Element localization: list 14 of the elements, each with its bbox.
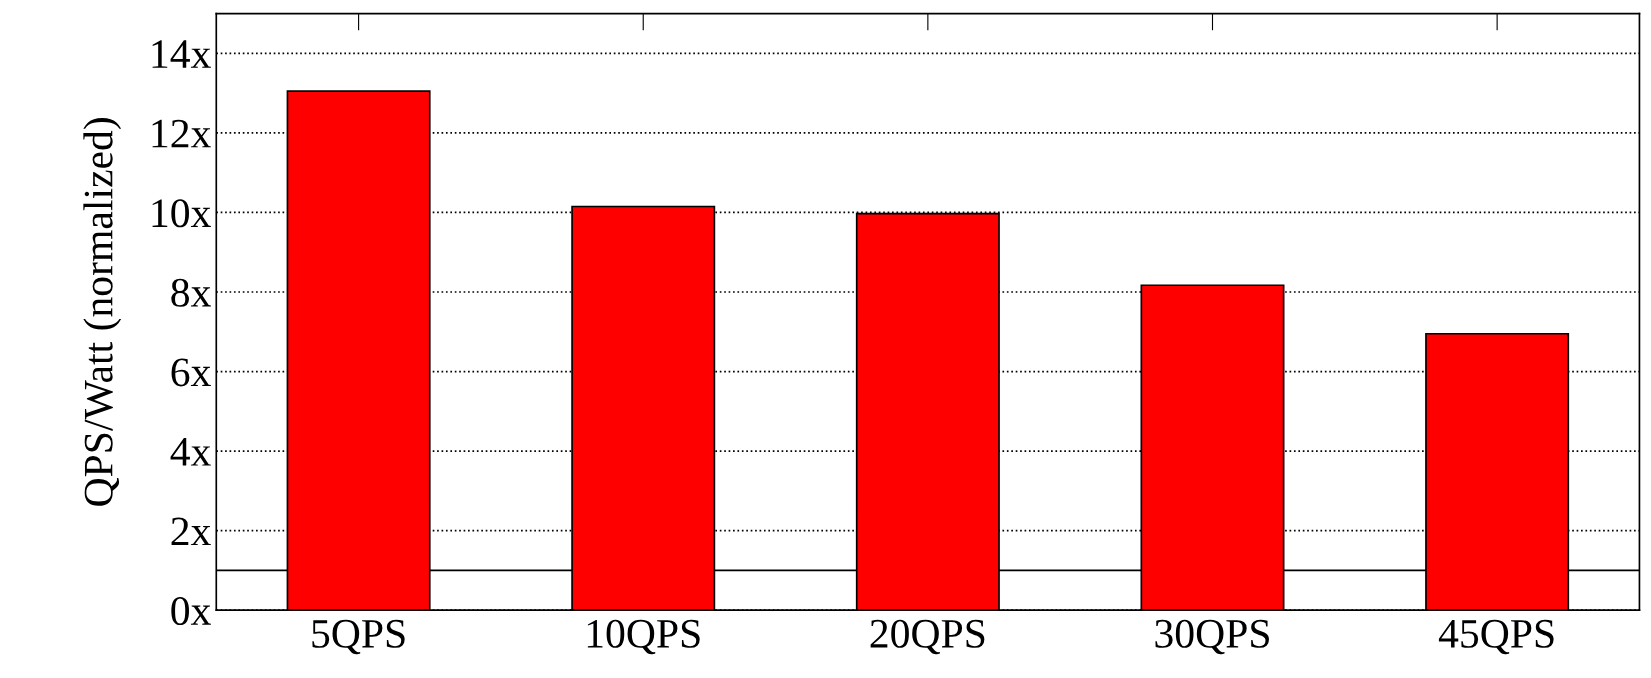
y-tick-label: 8x (171, 278, 211, 307)
x-tick-label: 5QPS (312, 619, 405, 655)
y-tick-label: 2x (171, 517, 211, 546)
y-tick-label: 6x (171, 358, 211, 387)
y-tick-label: 4x (170, 438, 211, 466)
x-tick-label: 10QPS (587, 619, 700, 655)
y-tick-label: 12x (152, 119, 211, 148)
x-tick-label: 20QPS (870, 619, 985, 655)
x-tick-label: 30QPS (1155, 619, 1269, 655)
x-tick-label: 45QPS (1438, 619, 1554, 655)
y-tick-label: 10x (152, 199, 211, 228)
y-tick-label: 0x (171, 596, 211, 626)
y-tick-label: 14x (152, 40, 211, 68)
y-axis-title: QPS/Watt (normalized) (83, 118, 122, 506)
